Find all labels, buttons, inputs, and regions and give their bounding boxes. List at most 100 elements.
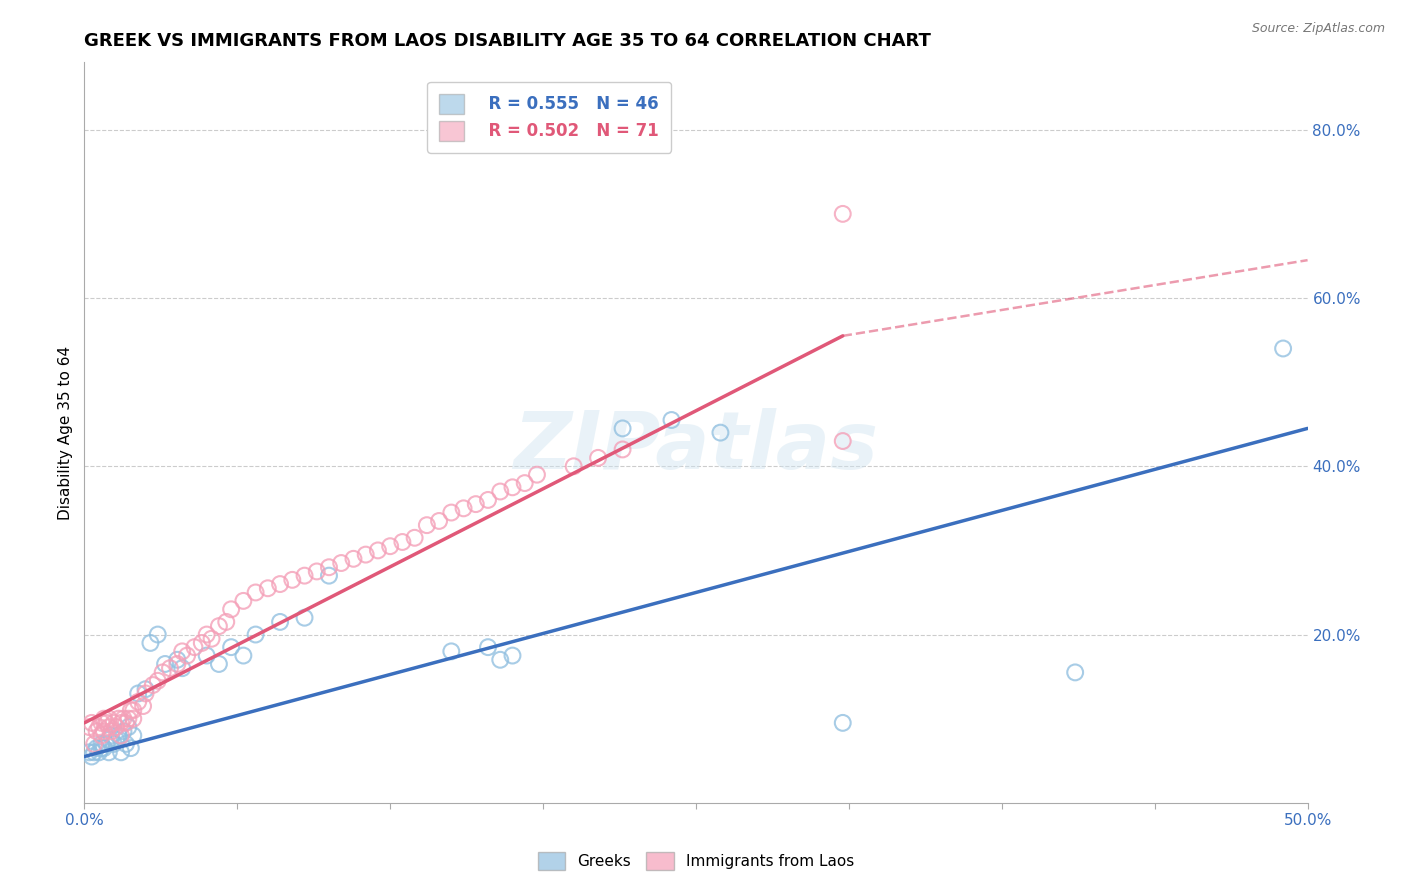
Point <box>562 459 585 474</box>
Point <box>83 745 105 759</box>
Point <box>103 737 125 751</box>
Point <box>97 745 120 759</box>
Legend: Greeks, Immigrants from Laos: Greeks, Immigrants from Laos <box>531 846 860 877</box>
Point <box>105 720 128 734</box>
Point <box>105 732 128 747</box>
Point <box>135 686 157 700</box>
Point <box>208 619 231 633</box>
Point <box>513 476 536 491</box>
Point <box>112 724 135 739</box>
Point <box>269 615 291 629</box>
Point <box>166 653 188 667</box>
Point <box>586 450 609 465</box>
Point <box>96 737 118 751</box>
Point <box>122 703 145 717</box>
Point <box>195 627 218 641</box>
Point <box>330 556 353 570</box>
Point <box>245 585 267 599</box>
Point <box>489 484 512 499</box>
Point <box>77 720 100 734</box>
Point <box>77 745 100 759</box>
Point <box>80 749 103 764</box>
Point <box>139 636 162 650</box>
Point <box>86 724 108 739</box>
Point <box>120 703 142 717</box>
Point <box>90 729 112 743</box>
Point <box>257 581 280 595</box>
Point <box>176 648 198 663</box>
Point <box>232 594 254 608</box>
Point <box>661 413 683 427</box>
Point <box>159 661 181 675</box>
Point <box>318 568 340 582</box>
Point <box>110 745 132 759</box>
Point <box>427 514 450 528</box>
Point <box>831 715 853 730</box>
Point <box>96 715 118 730</box>
Point <box>404 531 426 545</box>
Point <box>93 724 115 739</box>
Point <box>709 425 731 440</box>
Point <box>100 729 122 743</box>
Point <box>115 737 138 751</box>
Point <box>107 712 129 726</box>
Point <box>464 497 486 511</box>
Point <box>146 627 169 641</box>
Point <box>477 492 499 507</box>
Point <box>122 712 145 726</box>
Point <box>120 741 142 756</box>
Point <box>354 548 377 562</box>
Point <box>380 539 402 553</box>
Point <box>122 729 145 743</box>
Point <box>153 657 176 671</box>
Point <box>831 434 853 448</box>
Point <box>86 741 108 756</box>
Point <box>208 657 231 671</box>
Text: Source: ZipAtlas.com: Source: ZipAtlas.com <box>1251 22 1385 36</box>
Point <box>172 661 194 675</box>
Point <box>416 518 439 533</box>
Point <box>152 665 174 680</box>
Point <box>318 560 340 574</box>
Point <box>1064 665 1087 680</box>
Point <box>502 480 524 494</box>
Point <box>142 678 165 692</box>
Point <box>90 741 112 756</box>
Point <box>90 715 112 730</box>
Point <box>612 442 634 457</box>
Point <box>367 543 389 558</box>
Point <box>135 682 157 697</box>
Point <box>132 699 155 714</box>
Point <box>526 467 548 482</box>
Point <box>219 602 242 616</box>
Point <box>294 568 316 582</box>
Point <box>80 715 103 730</box>
Point <box>195 648 218 663</box>
Text: GREEK VS IMMIGRANTS FROM LAOS DISABILITY AGE 35 TO 64 CORRELATION CHART: GREEK VS IMMIGRANTS FROM LAOS DISABILITY… <box>84 32 931 50</box>
Point <box>391 535 413 549</box>
Point <box>245 627 267 641</box>
Point <box>502 648 524 663</box>
Point <box>477 640 499 655</box>
Point <box>83 737 105 751</box>
Text: ZIPatlas: ZIPatlas <box>513 409 879 486</box>
Y-axis label: Disability Age 35 to 64: Disability Age 35 to 64 <box>58 345 73 520</box>
Point <box>127 695 149 709</box>
Point <box>440 506 463 520</box>
Point <box>269 577 291 591</box>
Point <box>117 720 139 734</box>
Point <box>97 732 120 747</box>
Point <box>97 712 120 726</box>
Point <box>112 712 135 726</box>
Point <box>305 565 328 579</box>
Point <box>90 737 112 751</box>
Point <box>107 729 129 743</box>
Point <box>200 632 222 646</box>
Point <box>146 673 169 688</box>
Point <box>612 421 634 435</box>
Point <box>110 715 132 730</box>
Point <box>183 640 205 655</box>
Point <box>87 720 110 734</box>
Point <box>103 715 125 730</box>
Point <box>281 573 304 587</box>
